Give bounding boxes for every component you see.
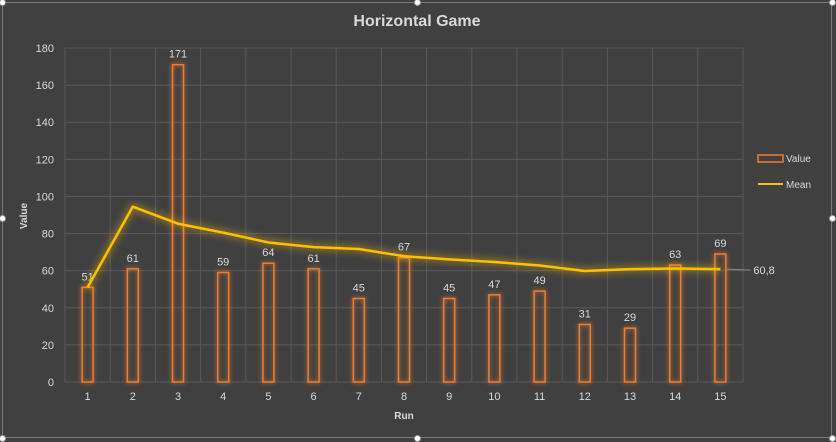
x-tick-label: 1 [85, 391, 91, 403]
bar-data-label: 31 [579, 308, 591, 320]
gridlines [64, 47, 744, 383]
legend: Value Mean [757, 154, 811, 191]
bar [262, 262, 275, 383]
bar [442, 297, 456, 383]
x-axis-label: Run [394, 411, 413, 422]
legend-label-mean: Mean [786, 180, 811, 191]
bar-data-label: 45 [353, 283, 365, 295]
bar-series-value [81, 63, 727, 383]
x-tick-label: 7 [356, 391, 362, 403]
resize-handle-top-left[interactable] [0, 0, 6, 6]
bar [578, 323, 592, 383]
bar-data-label: 69 [714, 238, 726, 250]
bar [623, 327, 637, 383]
mean-end-label: 60,8 [753, 265, 774, 277]
bar-data-label: 171 [169, 49, 187, 61]
bar-data-label: 67 [398, 242, 410, 254]
y-axis-label: Value [19, 203, 30, 230]
bar-data-label: 45 [443, 283, 455, 295]
x-tick-label: 11 [534, 391, 545, 403]
y-tick-label: 0 [48, 377, 54, 389]
bar-data-label: 59 [217, 257, 229, 269]
mean-end-label-leader [726, 268, 751, 271]
bar [307, 268, 320, 383]
y-tick-label: 160 [36, 80, 54, 92]
x-tick-label: 8 [401, 391, 407, 403]
bar [81, 286, 94, 383]
x-tick-label: 9 [446, 391, 452, 403]
y-tick-label: 100 [36, 191, 54, 203]
resize-handle-top-center[interactable] [414, 0, 421, 6]
y-tick-label: 180 [36, 43, 54, 55]
x-tick-label: 2 [130, 391, 136, 403]
resize-handle-middle-left[interactable] [0, 215, 6, 222]
line-series-mean: 60,8 [86, 205, 775, 288]
bar [668, 264, 682, 383]
bar-data-label: 61 [127, 253, 139, 265]
bar [488, 294, 501, 383]
x-tick-label: 12 [579, 391, 591, 403]
bar [126, 268, 140, 383]
chart-title: Horizontal Game [353, 13, 480, 30]
bar [216, 271, 230, 383]
bar-data-label: 49 [533, 275, 545, 287]
bar-data-label: 61 [307, 253, 319, 265]
bar [352, 297, 366, 383]
x-axis-ticks: 1 2 3 4 5 6 7 8 9 10 11 12 13 14 15 [85, 391, 727, 403]
x-tick-label: 10 [488, 391, 500, 403]
legend-swatch-value [757, 154, 784, 163]
legend-label-value: Value [786, 154, 811, 165]
x-tick-label: 3 [175, 391, 181, 403]
bar [714, 253, 727, 383]
bar-data-label: 29 [624, 312, 636, 324]
x-tick-label: 14 [669, 391, 681, 403]
x-tick-label: 5 [265, 391, 271, 403]
bar-data-label: 47 [488, 279, 500, 291]
bar [533, 290, 546, 383]
y-tick-label: 40 [42, 303, 54, 315]
bar [397, 256, 411, 383]
x-tick-label: 4 [220, 391, 226, 403]
y-axis-ticks: 0 20 40 60 80 100 120 140 160 180 [36, 43, 54, 389]
mean-line [86, 205, 721, 288]
bar [171, 63, 185, 383]
y-tick-label: 120 [36, 154, 54, 166]
y-tick-label: 60 [42, 266, 54, 278]
x-tick-label: 6 [311, 391, 317, 403]
x-tick-label: 15 [714, 391, 726, 403]
x-tick-label: 13 [624, 391, 636, 403]
y-tick-label: 20 [42, 340, 54, 352]
bar-data-label: 63 [669, 249, 681, 261]
y-tick-label: 80 [42, 229, 54, 241]
y-tick-label: 140 [36, 117, 54, 129]
bar-data-label: 64 [262, 247, 274, 259]
